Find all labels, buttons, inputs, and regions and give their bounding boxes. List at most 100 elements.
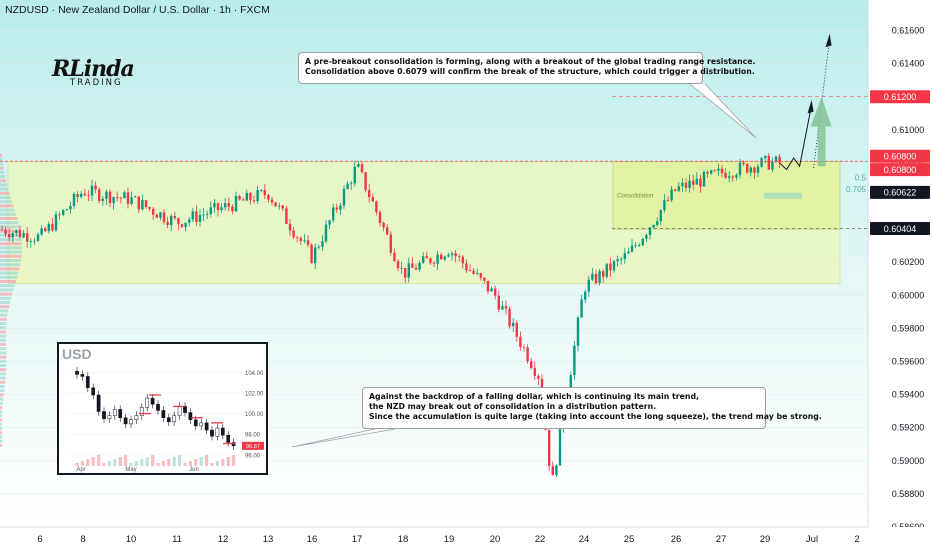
volume-profile-bar	[0, 200, 12, 204]
candle-body	[18, 230, 22, 238]
candle-body	[296, 237, 299, 239]
candle-body	[8, 234, 11, 238]
candle-body	[281, 205, 284, 209]
price-badge	[870, 163, 930, 177]
candle-body	[252, 200, 256, 202]
usd-volume-bar	[118, 457, 122, 466]
candle-body	[155, 214, 158, 218]
candle-body	[548, 429, 551, 466]
usd-volume-bar	[199, 457, 203, 466]
usd-volume-bar	[221, 459, 225, 466]
fib-label: 0.705	[846, 185, 867, 194]
price-axis-background	[868, 0, 932, 550]
candle-body	[663, 200, 666, 211]
usd-candle-body	[188, 412, 193, 421]
candle-body	[533, 367, 536, 376]
candle-body	[184, 222, 187, 228]
candle-body	[677, 186, 680, 191]
candle-body	[753, 167, 756, 173]
candle-body	[756, 166, 760, 173]
candle-body	[202, 214, 205, 216]
price-tick-label: 0.59000	[892, 456, 925, 466]
usd-volume-bar	[215, 461, 219, 466]
volume-profile-bar	[0, 414, 2, 418]
candle-body	[504, 305, 508, 309]
usd-volume-bar	[140, 459, 144, 466]
price-tick-label: 0.61600	[892, 26, 925, 36]
candle-body	[238, 196, 241, 200]
candle-body	[98, 189, 101, 201]
usd-volume-bar	[167, 459, 171, 466]
candle-body	[656, 221, 659, 225]
candle-body	[256, 190, 259, 202]
candle-body	[422, 256, 425, 263]
candle-body	[735, 175, 738, 178]
candle-body	[713, 170, 716, 172]
volume-profile-bar	[0, 435, 2, 439]
usd-candle-body	[204, 422, 209, 431]
candle-body	[339, 205, 342, 210]
candle-body	[170, 216, 173, 226]
time-tick-label: 24	[579, 534, 590, 545]
candle-body	[101, 198, 104, 201]
candle-body	[692, 180, 695, 185]
consolidation-zone	[612, 160, 841, 230]
candle-body	[274, 202, 277, 207]
usd-tick-label: 102.00	[245, 391, 264, 397]
price-badge	[870, 149, 930, 163]
candle-body	[634, 245, 637, 247]
candle-body	[602, 271, 605, 277]
candle-body	[512, 322, 515, 327]
candle-body	[454, 253, 457, 257]
candle-body	[371, 197, 374, 202]
volume-profile-bar	[0, 343, 7, 346]
analysis-callout-bottom: Against the backdrop of a falling dollar…	[362, 387, 822, 429]
candle-body	[378, 212, 382, 223]
candle-body	[681, 182, 684, 187]
usd-candle-body	[150, 397, 155, 405]
usd-candle-body	[91, 387, 96, 396]
usd-inset-chart: USD 104.00 102.00 100.00 98.00 96.00 96.87 Apr M…	[57, 342, 268, 475]
volume-profile-bar	[0, 359, 7, 363]
projection-path	[779, 104, 813, 171]
time-tick-label: 16	[307, 534, 318, 545]
candle-body	[638, 245, 641, 246]
price-badge	[870, 221, 930, 235]
time-tick-label: 25	[624, 534, 635, 545]
candle-body	[324, 224, 328, 242]
usd-candle-body	[107, 415, 112, 419]
candle-body	[616, 259, 619, 262]
usd-volume-bar	[129, 463, 133, 466]
volume-profile-bar	[0, 288, 14, 292]
usd-volume-bar	[107, 461, 111, 466]
candle-body	[368, 190, 371, 198]
candle-body	[195, 211, 198, 222]
candle-body	[393, 252, 396, 262]
usd-title: USD	[62, 346, 92, 362]
candle-body	[476, 273, 479, 275]
candle-body	[126, 192, 130, 204]
volume-profile-bar	[0, 225, 20, 229]
projection-arrowhead	[807, 100, 814, 114]
price-tick-label: 0.60200	[892, 257, 925, 267]
price-tick-label: 0.61400	[892, 59, 925, 69]
candle-body	[4, 229, 7, 235]
candle-body	[760, 158, 763, 167]
candle-body	[411, 263, 414, 268]
volume-profile-bar	[0, 351, 7, 355]
usd-tick-label: 98.00	[245, 433, 261, 439]
candle-body	[587, 279, 590, 292]
candle-body	[198, 215, 202, 222]
usd-tick-label: 96.00	[245, 453, 261, 459]
candle-body	[738, 162, 742, 176]
volume-profile-bar	[0, 183, 7, 187]
usd-candle-body	[139, 407, 144, 416]
candle-body	[209, 207, 212, 214]
volume-profile-bar	[0, 305, 9, 309]
candle-body	[465, 263, 468, 271]
usd-candle-body	[199, 422, 204, 427]
volume-profile-bar	[0, 422, 2, 426]
time-tick-label: 20	[490, 534, 501, 545]
usd-volume-bar	[178, 455, 182, 466]
volume-profile-bar	[0, 338, 7, 342]
